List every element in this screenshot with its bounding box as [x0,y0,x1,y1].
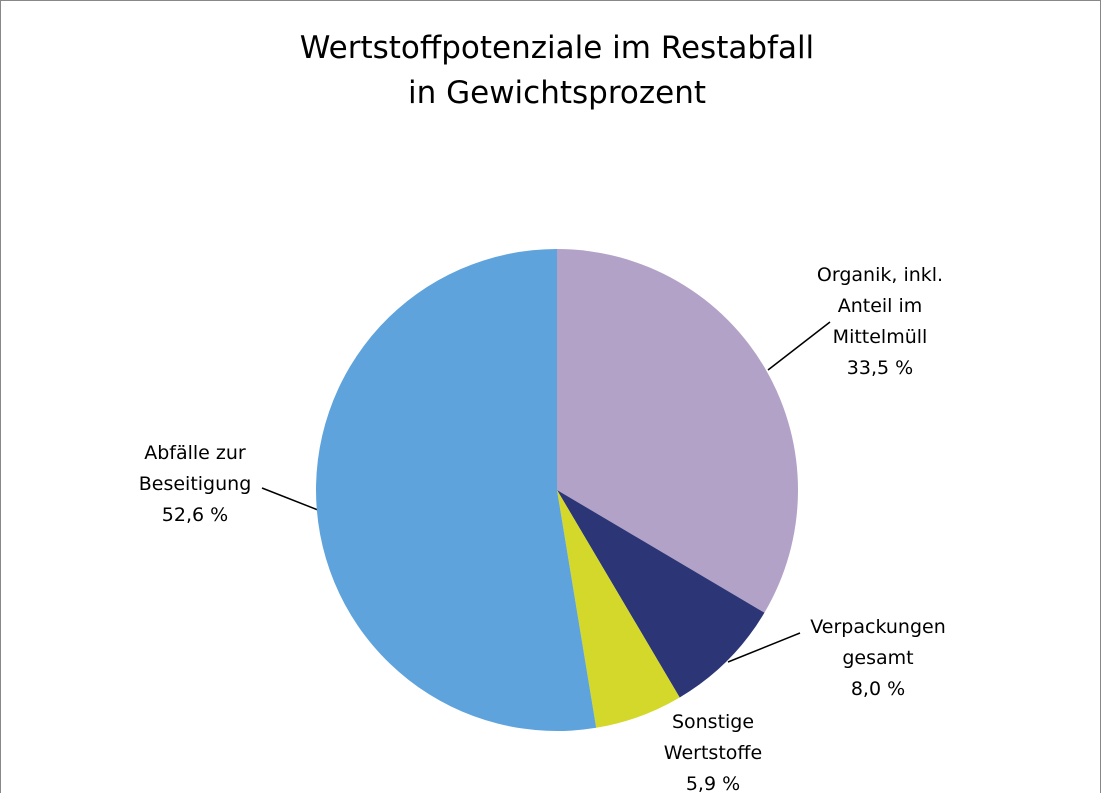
slice-label: Verpackungen gesamt [810,616,945,669]
text-line: in Gewichtsprozent [408,75,706,111]
text-line: Beseitigung [139,473,252,495]
text-line: Anteil im [838,295,923,317]
text-line: Wertstoffpotenziale im Restabfall [300,30,814,66]
text-line: Verpackungen [810,616,945,638]
chart-title: Wertstoffpotenziale im Restabfall in Gewi… [300,30,814,111]
leader-line [767,321,831,371]
value-label: 33,5 % [847,357,913,379]
slice-label: Organik, inkl. Anteil im Mittelmüll [817,264,943,348]
value-label: 52,6 % [162,504,228,526]
text-line: Wertstoffe [664,742,762,764]
slice-label: Sonstige Wertstoffe [664,711,762,764]
value-label: 8,0 % [851,678,905,700]
slice-label: Abfälle zur Beseitigung [139,442,252,495]
text-line: Mittelmüll [833,326,928,348]
text-line: Sonstige [672,711,754,733]
pie-slice [316,249,597,731]
pie-slice [557,490,680,728]
leader-line [261,487,319,511]
pie-slice [557,249,799,613]
value-label: 5,9 % [686,773,740,793]
text-line: Organik, inkl. [817,264,943,286]
leader-line [727,632,801,663]
text-line: gesamt [842,647,913,669]
text-line: Abfälle zur [144,442,246,464]
pie-slice [557,490,765,698]
